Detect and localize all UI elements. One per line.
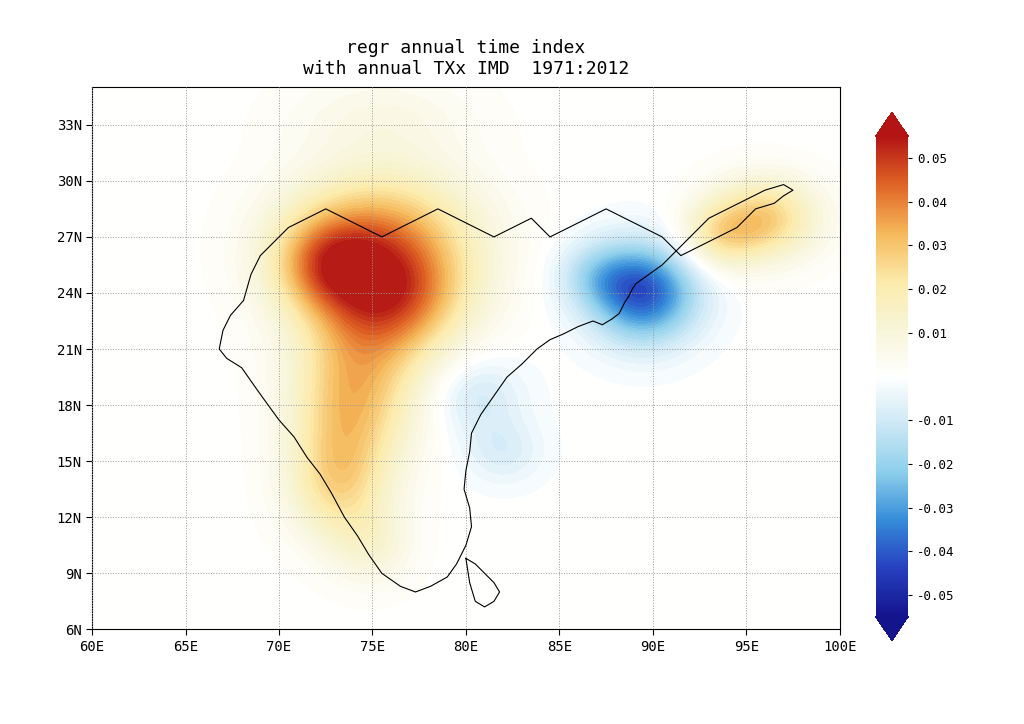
PathPatch shape (876, 112, 908, 136)
Title: regr annual time index
with annual TXx IMD  1971:2012: regr annual time index with annual TXx I… (303, 38, 629, 77)
PathPatch shape (876, 617, 908, 641)
